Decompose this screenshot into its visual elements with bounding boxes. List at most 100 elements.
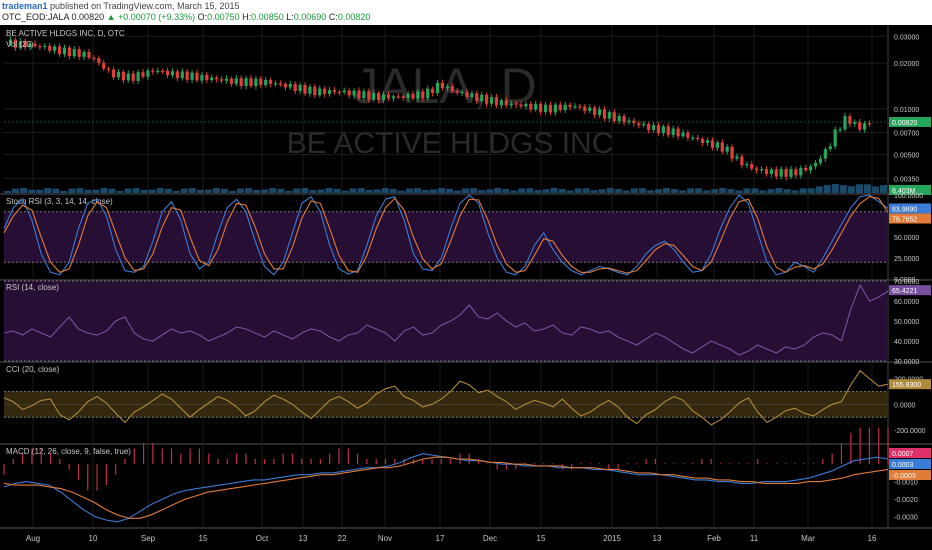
- volume-bar: [534, 190, 542, 193]
- volume-bar: [799, 188, 807, 193]
- volume-bar: [815, 186, 823, 193]
- candle-body: [288, 84, 292, 88]
- candle-body: [195, 72, 199, 81]
- macd-hist-bar: [626, 463, 629, 465]
- signal-badge: -0.0003: [892, 473, 916, 480]
- volume-bar: [606, 188, 614, 193]
- volume-bar: [743, 188, 751, 193]
- volume-bar: [413, 188, 421, 193]
- volume-bar: [437, 188, 445, 193]
- volume-bar: [261, 189, 269, 193]
- chart-svg[interactable]: Aug 10 Sep 15 Oct 13 22 Nov 17 Dec 15 2015 13 Feb 11 Ma…: [0, 25, 932, 550]
- stoch-k-badge-bg: [889, 203, 931, 214]
- candle-body: [465, 92, 469, 98]
- stoch-d-badge-bg: [889, 213, 931, 224]
- macd-hist-bar: [533, 463, 535, 465]
- candle-body: [440, 82, 445, 89]
- volume-badge-bg: [889, 185, 931, 195]
- macd-hist-bar: [859, 427, 861, 465]
- chart-area[interactable]: Aug 10 Sep 15 Oct 13 22 Nov 17 Dec 15 2015 13 Feb 11 Ma…: [0, 25, 932, 550]
- volume-bar: [164, 188, 172, 193]
- candle-body: [524, 103, 528, 107]
- stoch-title: Stoch RSI (3, 3, 14, 14, close): [6, 197, 113, 206]
- volume-bar: [253, 189, 261, 193]
- volume-bar: [574, 188, 582, 193]
- volume-bar: [36, 189, 44, 193]
- candle-body: [583, 106, 587, 111]
- candle-body: [848, 116, 852, 124]
- volume-bar: [831, 184, 839, 193]
- candle-body: [588, 107, 592, 111]
- candle-body: [784, 169, 788, 177]
- macd-badge-bg: [889, 459, 931, 469]
- candle-body: [578, 106, 582, 108]
- candle-body: [475, 93, 479, 102]
- symbol-label[interactable]: OTC_EOD:JALA: [2, 12, 70, 22]
- candle-body: [381, 94, 386, 101]
- candle-body: [303, 84, 307, 94]
- candle-body: [185, 71, 189, 80]
- macd-hist-bar: [487, 463, 489, 465]
- watermark-ticker: JALA, D: [353, 58, 536, 114]
- candle-body: [391, 96, 395, 99]
- rsi-tick-label: 30.0000: [894, 359, 919, 366]
- macd-hist-bar: [543, 463, 545, 465]
- candle-body: [867, 123, 872, 125]
- volume-label: Vol (20): [6, 40, 34, 49]
- macd-hist-bar: [431, 458, 433, 465]
- candle-body: [8, 39, 13, 44]
- volume-bar: [494, 188, 502, 193]
- candle-body: [308, 86, 312, 94]
- volume-bar: [622, 190, 630, 193]
- candle-body: [553, 104, 557, 113]
- candle-body: [725, 146, 729, 152]
- candle-body: [843, 116, 847, 130]
- candle-body: [686, 132, 690, 138]
- candle-body: [416, 91, 420, 99]
- macd-hist-bar: [794, 463, 796, 465]
- author-link[interactable]: trademan1: [2, 1, 48, 11]
- volume-bar: [277, 188, 285, 193]
- macd-hist-bar: [133, 448, 135, 465]
- candle-body: [318, 88, 322, 96]
- volume-bar: [598, 189, 606, 193]
- volume-bar: [421, 190, 429, 193]
- price-tick-label: 0.02000: [894, 61, 919, 68]
- candle-body: [239, 78, 243, 86]
- candle-body: [28, 43, 32, 48]
- macd-hist-bar: [673, 463, 675, 465]
- volume-bar: [196, 189, 204, 193]
- candle-body: [234, 78, 238, 84]
- candle-body: [146, 70, 150, 77]
- macd-hist-bar: [208, 453, 210, 465]
- volume-bar: [76, 188, 84, 193]
- volume-bar: [365, 189, 373, 193]
- candle-body: [406, 93, 410, 99]
- volume-bar: [751, 188, 759, 193]
- volume-bar: [711, 189, 719, 193]
- volume-bar: [855, 184, 863, 193]
- candle-body: [450, 86, 454, 92]
- volume-bar: [44, 188, 52, 193]
- volume-bar: [478, 190, 486, 193]
- candle-body: [813, 162, 818, 167]
- signal-line: [3, 456, 889, 519]
- volume-bar: [679, 190, 687, 193]
- macd-hist-bar: [589, 463, 591, 465]
- volume-bar: [558, 188, 566, 193]
- macd-hist-bar: [49, 453, 52, 465]
- volume-bar: [638, 188, 646, 193]
- macd-hist-bar: [245, 453, 247, 465]
- volume-bar: [180, 188, 188, 193]
- volume-badge: 8.403M: [892, 188, 916, 195]
- macd-hist-bar: [394, 458, 396, 465]
- candle-body: [313, 86, 317, 96]
- candle-body: [676, 128, 680, 137]
- macd-hist-bar: [636, 463, 638, 465]
- rsi-tick-label: 70.0000: [894, 279, 919, 286]
- macd-hist-bar: [515, 464, 517, 470]
- candle-body: [396, 96, 400, 98]
- candle-body: [156, 70, 160, 72]
- macd-hist-bar: [105, 464, 107, 486]
- macd-hist-bar: [701, 458, 703, 465]
